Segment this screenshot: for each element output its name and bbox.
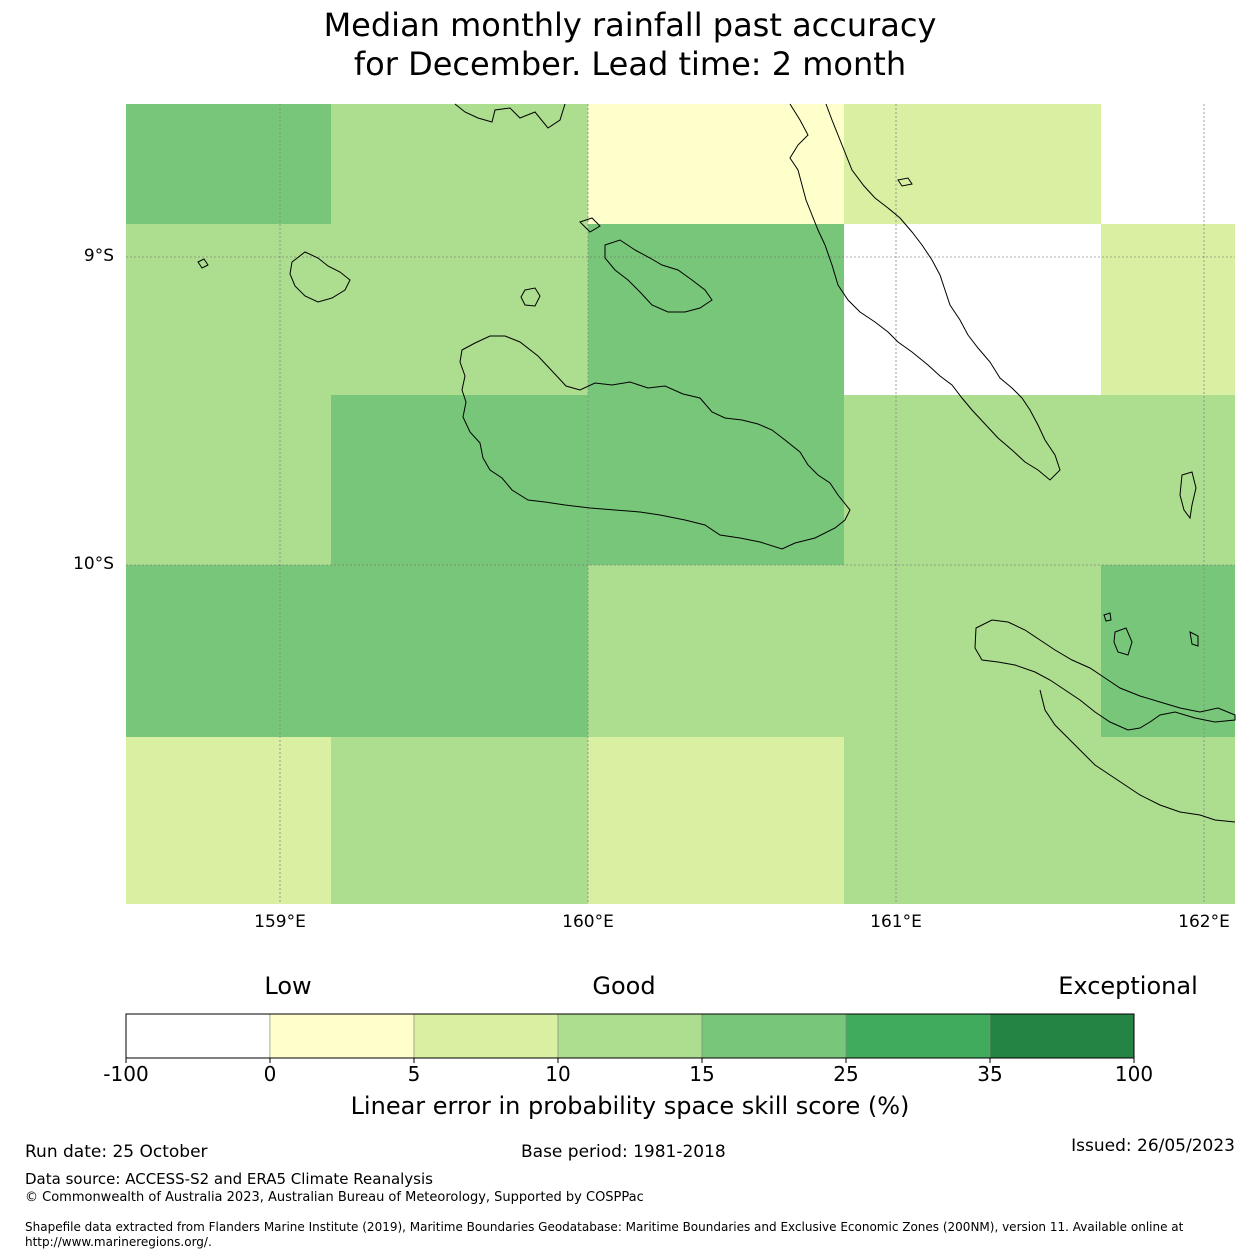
coastlines	[197, 103, 1236, 823]
grid-cell	[588, 104, 844, 224]
malaita-islet	[897, 177, 913, 187]
new-georgia-tip	[454, 103, 566, 129]
grid-cell	[126, 104, 331, 224]
title-line-1: Median monthly rainfall past accuracy	[323, 6, 937, 44]
grid-cell	[331, 395, 588, 565]
colorbar-tick: 5	[407, 1062, 421, 1086]
lon-label-162e: 162°E	[1178, 912, 1230, 932]
run-date: Run date: 25 October	[25, 1142, 208, 1162]
guadalcanal-coast	[459, 335, 851, 550]
lat-label-9s: 9°S	[83, 246, 114, 266]
grid-cell	[1101, 395, 1235, 565]
grid-cell	[126, 565, 331, 737]
ulawa-islet	[1103, 612, 1112, 622]
lon-label-159e: 159°E	[254, 912, 306, 932]
grid-cell	[1101, 104, 1235, 224]
grid-cell	[126, 224, 331, 395]
florida-islands	[604, 239, 713, 313]
grid-cell	[844, 224, 1101, 395]
colorbar-tick: -100	[103, 1062, 149, 1086]
base-period: Base period: 1981-2018	[521, 1142, 726, 1162]
colorbar-tick: 15	[689, 1062, 715, 1086]
grid-cell	[1101, 737, 1235, 904]
colorbar-exceptional-label: Exceptional	[1058, 972, 1198, 1000]
grid-cell	[126, 737, 331, 904]
grid-cell	[844, 565, 1101, 737]
grid-cell	[844, 104, 1101, 224]
small-islet-east	[1189, 631, 1199, 647]
shapefile-credit-line-2: http://www.marineregions.org/.	[25, 1235, 212, 1249]
grid-cell	[588, 224, 844, 395]
makira-south-coast	[1039, 689, 1236, 823]
grid-cell	[331, 104, 588, 224]
santa-ana-islet	[1113, 627, 1133, 656]
makira-coast	[974, 619, 1236, 731]
grid-cell	[588, 565, 844, 737]
grid-cell	[331, 565, 588, 737]
map-title: Median monthly rainfall past accuracy fo…	[0, 6, 1260, 84]
grid-cell	[1101, 565, 1235, 737]
graticule	[126, 104, 1235, 904]
grid-cell	[331, 224, 588, 395]
data-source: Data source: ACCESS-S2 and ERA5 Climate …	[25, 1170, 433, 1188]
ngella-islet	[579, 217, 601, 233]
colorbar-tick: 35	[977, 1062, 1003, 1086]
colorbar-tick: 0	[263, 1062, 277, 1086]
colorbar-low-label: Low	[264, 972, 312, 1000]
colorbar-tick: 25	[833, 1062, 859, 1086]
lon-label-161e: 161°E	[870, 912, 922, 932]
title-line-2: for December. Lead time: 2 month	[353, 45, 907, 83]
small-island-west	[197, 258, 209, 269]
malaita-coast	[789, 103, 1061, 481]
grid-cell	[588, 395, 844, 565]
shapefile-credit-line-1: Shapefile data extracted from Flanders M…	[25, 1220, 1184, 1234]
grid-cell	[1101, 224, 1235, 395]
colorbar-good-label: Good	[592, 972, 656, 1000]
copyright: © Commonwealth of Australia 2023, Austra…	[25, 1190, 644, 1205]
grid-cell	[331, 737, 588, 904]
lon-label-160e: 160°E	[562, 912, 614, 932]
colorbar-tick: 100	[1114, 1062, 1154, 1086]
rennell-islet	[1179, 471, 1197, 520]
lat-label-10s: 10°S	[73, 554, 114, 574]
skill-grid	[126, 104, 1235, 904]
grid-cell	[844, 737, 1101, 904]
russell-islands	[289, 251, 351, 303]
colorbar-tick: 10	[545, 1062, 571, 1086]
colorbar-axis-label: Linear error in probability space skill …	[350, 1092, 910, 1120]
savo-island	[520, 287, 541, 307]
issued-date: Issued: 26/05/2023	[1071, 1136, 1235, 1156]
grid-cell	[126, 395, 331, 565]
grid-cell	[588, 737, 844, 904]
grid-cell	[844, 395, 1101, 565]
